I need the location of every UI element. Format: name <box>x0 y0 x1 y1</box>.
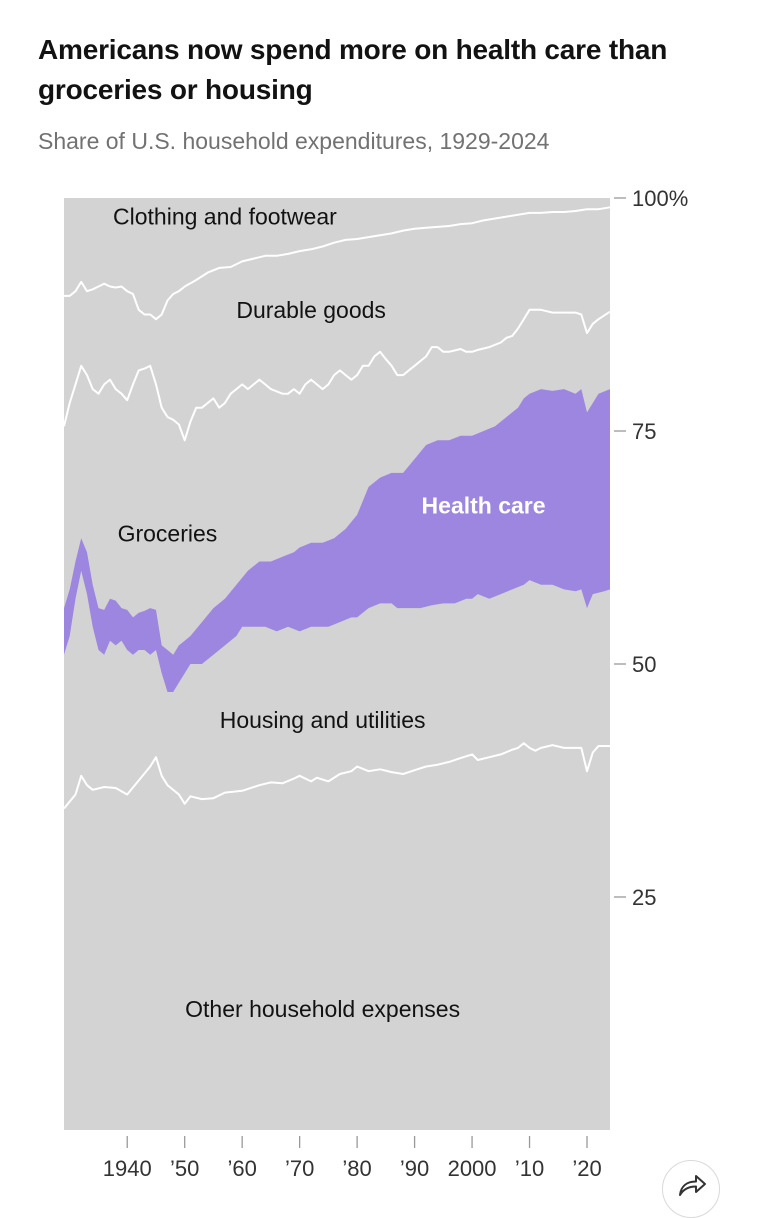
x-tick-label: ’50 <box>170 1156 199 1181</box>
plot-area <box>63 198 611 1130</box>
share-icon <box>679 1175 706 1196</box>
y-tick-label: 75 <box>632 419 656 444</box>
series-label-other-household-expenses: Other household expenses <box>185 996 460 1022</box>
y-tick-label: 50 <box>632 652 656 677</box>
series-label-clothing-and-footwear: Clothing and footwear <box>113 204 337 230</box>
x-tick-label: ’20 <box>572 1156 601 1181</box>
boundary-line-groceries <box>63 308 611 442</box>
series-label-groceries: Groceries <box>118 521 218 547</box>
x-tick-label: ’80 <box>342 1156 371 1181</box>
x-tick-label: ’70 <box>285 1156 314 1181</box>
x-tick-label: ’10 <box>515 1156 544 1181</box>
health-care-band <box>64 389 610 692</box>
x-tick-label: ’90 <box>400 1156 429 1181</box>
series-labels: Other household expenses Housing and util… <box>113 204 546 1022</box>
stack-background <box>64 198 610 1130</box>
boundary-line-durable-goods <box>64 206 611 321</box>
boundary-line-other-household-expenses <box>63 742 610 810</box>
chart-subtitle: Share of U.S. household expenditures, 19… <box>38 128 550 154</box>
series-label-health-care: Health care <box>422 493 546 519</box>
series-label-durable-goods: Durable goods <box>236 297 386 323</box>
x-tick-label: 2000 <box>448 1156 497 1181</box>
axes: 100% 75 50 25 1940 ’50 ’60 ’70 ’80 ’90 2000 ’10 ’20 <box>103 186 689 1181</box>
series-label-housing-and-utilities: Housing and utilities <box>220 707 426 733</box>
y-tick-label: 25 <box>632 885 656 910</box>
chart-title: Americans now spend more on health care … <box>38 34 668 105</box>
x-tick-label: ’60 <box>227 1156 256 1181</box>
y-tick-label: 100% <box>632 186 688 211</box>
share-button[interactable] <box>662 1160 720 1218</box>
x-tick-label: 1940 <box>103 1156 152 1181</box>
